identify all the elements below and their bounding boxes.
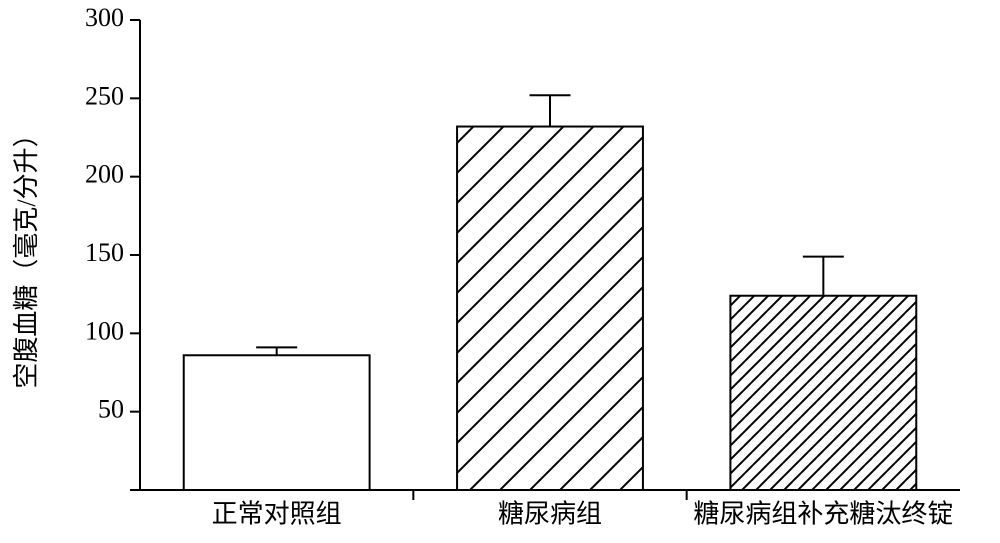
- y-tick-label: 50: [98, 395, 124, 424]
- y-tick-label: 300: [85, 3, 124, 32]
- bar: [184, 355, 370, 490]
- y-tick-label: 100: [85, 316, 124, 345]
- y-tick-label: 200: [85, 160, 124, 189]
- y-axis-label: 空腹血糖（毫克/分升）: [12, 121, 41, 388]
- category-label: 糖尿病组: [498, 499, 602, 528]
- y-tick-label: 150: [85, 238, 124, 267]
- bar-chart: 50 100 150 200 250 300 空腹血糖（毫克/分升） 正常对照组 糖尿病组 糖尿病…: [0, 0, 1000, 543]
- bar: [730, 296, 916, 490]
- category-label: 糖尿病组补充糖汰终锭: [693, 499, 953, 528]
- category-label: 正常对照组: [212, 499, 342, 528]
- bar: [457, 127, 643, 490]
- y-tick-label: 250: [85, 81, 124, 110]
- chart-container: 50 100 150 200 250 300 空腹血糖（毫克/分升） 正常对照组 糖尿病组 糖尿病…: [0, 0, 1000, 543]
